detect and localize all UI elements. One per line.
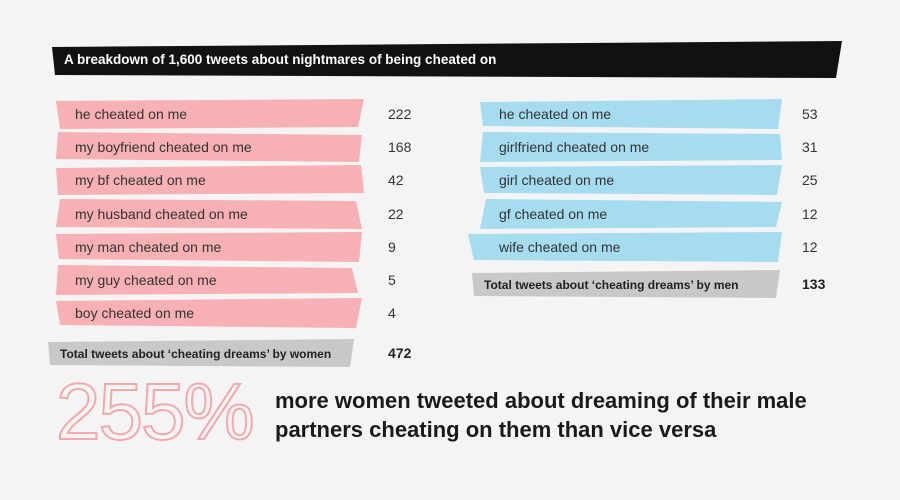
row-label: my guy cheated on me [75,272,217,288]
row-label: my man cheated on me [75,238,222,255]
row-value: 22 [388,205,404,222]
callout-percent: 255% [55,367,256,456]
row-value: 53 [802,106,818,122]
row-value: 12 [802,238,818,255]
row-label: he cheated on me [499,106,612,122]
table-row: he cheated on me 222 [56,99,428,129]
bar-background [468,231,782,262]
banner-title: A breakdown of 1,600 tweets about nightm… [64,52,497,67]
table-row: wife cheated on me 12 [468,231,842,262]
row-label: my bf cheated on me [75,172,206,189]
row-value: 4 [388,305,396,322]
row-label: gf cheated on me [499,205,608,222]
bar-background [56,298,362,329]
table-row: he cheated on me 53 [480,99,842,129]
table-row: girl cheated on me 25 [480,165,842,196]
table-row: my husband cheated on me 22 [56,198,428,229]
table-row: my guy cheated on me 5 [56,265,428,295]
row-label: he cheated on me [75,106,188,122]
bar-background [56,165,364,196]
table-row: my man cheated on me 9 [56,231,428,262]
total-row: Total tweets about ‘cheating dreams’ by … [48,339,420,369]
banner: A breakdown of 1,600 tweets about nightm… [52,41,842,78]
total-row: Total tweets about ‘cheating dreams’ by … [472,270,834,300]
total-value: 133 [802,276,826,292]
row-value: 42 [388,172,404,189]
row-value: 168 [388,139,412,156]
bar-background [56,231,362,262]
row-label: girlfriend cheated on me [499,139,650,156]
total-label: Total tweets about ‘cheating dreams’ by … [484,278,739,292]
bar-background [56,99,364,129]
bar-background [480,99,782,129]
row-value: 31 [802,139,818,156]
table-row: my boyfriend cheated on me 168 [56,132,428,163]
row-label: wife cheated on me [499,238,621,255]
row-value: 9 [388,238,396,255]
bar-background [56,132,362,163]
row-value: 12 [802,205,818,222]
table-row: gf cheated on me 12 [480,198,842,229]
bar-background [480,198,782,229]
bar-background [480,132,782,163]
row-label: my husband cheated on me [75,205,248,222]
total-value: 472 [388,345,412,361]
table-row: my bf cheated on me 42 [56,165,428,196]
row-label: girl cheated on me [499,172,615,189]
total-bar-background [48,339,354,367]
banner-background [52,41,842,78]
row-value: 25 [802,172,818,189]
bar-background [56,198,362,229]
table-row: boy cheated on me 4 [56,298,428,329]
table-row: girlfriend cheated on me 31 [480,132,842,163]
total-label: Total tweets about ‘cheating dreams’ by … [60,347,332,361]
callout-text: more women tweeted about dreaming of the… [275,388,807,442]
total-bar-background [472,270,780,298]
row-label: my boyfriend cheated on me [75,139,252,156]
row-value: 222 [388,106,412,122]
bar-background [56,265,358,295]
row-label: boy cheated on me [75,305,195,322]
row-value: 5 [388,272,396,288]
bar-background [480,165,782,196]
